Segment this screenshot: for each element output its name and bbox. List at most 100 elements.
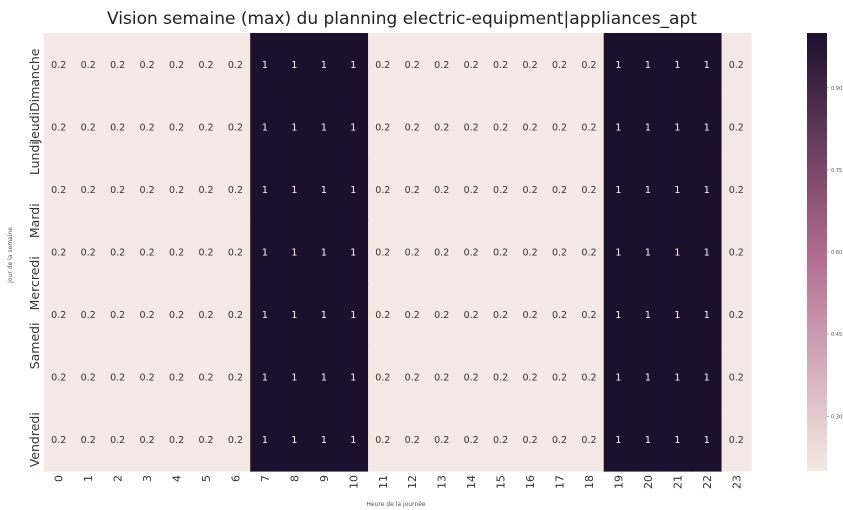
heatmap-cell <box>220 283 251 347</box>
heatmap-cell <box>161 220 192 284</box>
heatmap-cell-label: 0.2 <box>198 60 213 71</box>
heatmap-cell <box>250 95 281 159</box>
heatmap-cell-label: 0.2 <box>169 60 184 71</box>
heatmap-cell-label: 0.2 <box>523 185 538 196</box>
heatmap-cell <box>426 283 458 347</box>
heatmap-cell <box>603 220 634 284</box>
heatmap-cell <box>544 158 575 222</box>
heatmap-cell <box>426 408 458 472</box>
heatmap-cell <box>73 345 104 410</box>
heatmap-cell <box>279 33 310 97</box>
heatmap-cell <box>191 33 222 97</box>
heatmap-cell <box>44 408 75 472</box>
heatmap-cell-label: 0.2 <box>464 373 479 384</box>
heatmap-cell <box>102 408 133 472</box>
heatmap-cell-label: 1 <box>262 310 268 321</box>
heatmap-cell-label: 0.2 <box>375 248 390 259</box>
heatmap-cell <box>426 95 458 159</box>
heatmap-cell-label: 1 <box>350 373 356 384</box>
heatmap-cell <box>102 220 133 284</box>
heatmap-cell <box>132 33 163 97</box>
heatmap-cell <box>633 408 664 472</box>
heatmap-cell <box>426 220 458 284</box>
heatmap-cell-label: 1 <box>704 122 710 133</box>
heatmap-cell <box>456 158 487 222</box>
heatmap-cell <box>397 345 428 410</box>
heatmap-cell <box>485 283 516 347</box>
heatmap-cell <box>309 408 340 472</box>
heatmap-cell-label: 0.2 <box>140 373 155 384</box>
heatmap-cell-label: 1 <box>321 60 327 71</box>
x-tick-label: 2 <box>112 475 125 482</box>
heatmap-cell-label: 0.2 <box>552 60 567 71</box>
heatmap-cell <box>132 220 163 284</box>
heatmap-cell-label: 1 <box>262 435 268 446</box>
heatmap-cell <box>485 345 516 410</box>
y-tick-label: Lundi <box>27 141 42 175</box>
heatmap-cell <box>515 283 546 347</box>
heatmap-cell-label: 1 <box>291 248 297 259</box>
heatmap-cell-label: 1 <box>674 248 680 259</box>
heatmap-cell <box>250 33 281 97</box>
heatmap-cell-label: 1 <box>674 435 680 446</box>
heatmap-cell-label: 0.2 <box>581 373 596 384</box>
heatmap-cell <box>692 345 723 410</box>
heatmap-cell-label: 0.2 <box>523 60 538 71</box>
heatmap-cell-label: 0.2 <box>81 185 96 196</box>
x-tick-label: 11 <box>377 475 390 489</box>
heatmap-cell <box>368 283 399 347</box>
heatmap-cell <box>692 283 723 347</box>
heatmap-cell-label: 0.2 <box>464 60 479 71</box>
heatmap-cell-label: 0.2 <box>228 373 243 384</box>
heatmap-cell-label: 0.2 <box>729 248 744 259</box>
heatmap-cell-label: 0.2 <box>552 185 567 196</box>
heatmap-cell-label: 0.2 <box>581 60 596 71</box>
heatmap-cell <box>309 95 340 159</box>
heatmap-cell-label: 0.2 <box>493 310 508 321</box>
heatmap-cell <box>485 408 516 472</box>
heatmap-cell-label: 0.2 <box>169 185 184 196</box>
heatmap-cell-label: 1 <box>350 248 356 259</box>
heatmap-cell-label: 0.2 <box>228 310 243 321</box>
heatmap-cell-label: 0.2 <box>140 248 155 259</box>
heatmap-cell-label: 0.2 <box>169 373 184 384</box>
heatmap-cell-label: 0.2 <box>228 248 243 259</box>
heatmap-cell <box>574 345 605 410</box>
heatmap-cell <box>544 95 575 159</box>
heatmap-cell-label: 0.2 <box>434 373 449 384</box>
heatmap-cell-label: 1 <box>321 310 327 321</box>
heatmap-cell-label: 1 <box>350 310 356 321</box>
heatmap-cell <box>44 33 75 97</box>
heatmap-cell <box>191 345 222 410</box>
heatmap-cell-label: 1 <box>645 60 651 71</box>
heatmap-cell <box>161 95 192 159</box>
heatmap-cell-label: 0.2 <box>198 248 213 259</box>
heatmap-cell-label: 0.2 <box>51 435 66 446</box>
heatmap-cell <box>662 158 693 222</box>
heatmap-cell <box>721 408 752 472</box>
heatmap-cell-label: 0.2 <box>552 310 567 321</box>
heatmap-cell <box>73 408 104 472</box>
heatmap-cell-label: 0.2 <box>464 185 479 196</box>
heatmap-cell <box>132 283 163 347</box>
heatmap-cell-label: 0.2 <box>434 310 449 321</box>
heatmap-cell <box>132 95 163 159</box>
heatmap-cell <box>574 158 605 222</box>
heatmap-cell <box>456 408 487 472</box>
heatmap-cell-label: 0.2 <box>434 60 449 71</box>
heatmap-cell <box>662 408 693 472</box>
heatmap-cell-label: 0.2 <box>198 435 213 446</box>
heatmap-cell <box>73 220 104 284</box>
heatmap-cell <box>692 95 723 159</box>
heatmap-cell <box>73 95 104 159</box>
heatmap-cell <box>662 283 693 347</box>
x-tick-label: 7 <box>259 475 272 482</box>
heatmap-cell <box>368 345 399 410</box>
heatmap-cell <box>44 283 75 347</box>
heatmap-cell-label: 1 <box>262 122 268 133</box>
heatmap-cell-label: 1 <box>321 373 327 384</box>
heatmap-cell <box>574 33 605 97</box>
heatmap-cell <box>397 283 428 347</box>
heatmap-cell-label: 1 <box>291 310 297 321</box>
x-axis-label: Heure de la journée <box>366 501 426 508</box>
